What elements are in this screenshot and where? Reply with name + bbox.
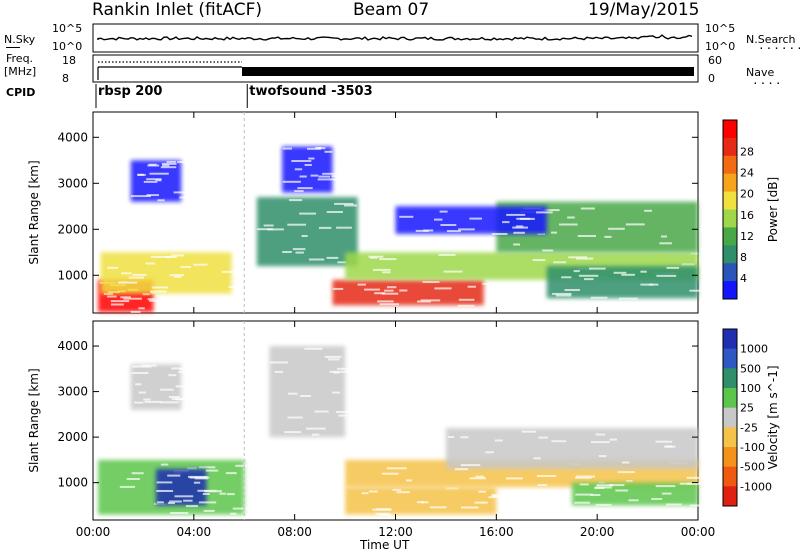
- x-tick-label: 08:00: [277, 525, 312, 539]
- y-tick-label: 3000: [57, 385, 88, 399]
- nsky-legend-line: [6, 47, 20, 48]
- colorbar-swatch: [723, 281, 737, 300]
- colorbar-title: Power [dB]: [766, 177, 780, 242]
- colorbar-tick-label: 28: [740, 146, 754, 159]
- beam-label: Beam 07: [353, 0, 430, 20]
- colorbar-swatch: [723, 263, 737, 282]
- colorbar-swatch: [723, 427, 737, 448]
- colorbar-tick-label: -100: [740, 441, 765, 454]
- colorbar-tick-label: -500: [740, 461, 765, 474]
- x-tick-label: 16:00: [479, 525, 514, 539]
- nsearch-tick-top: 10^5: [705, 22, 735, 35]
- colorbar-tick-label: 1000: [740, 343, 768, 356]
- y-axis-title: Slant Range [km]: [27, 160, 41, 264]
- colorbar-swatch: [723, 155, 737, 175]
- y-tick-label: 3000: [57, 176, 88, 190]
- power-region: [546, 266, 698, 299]
- power-panel: 1000 2000 3000 4000 Slant Range [km]: [27, 111, 709, 314]
- colorbar-swatch: [723, 245, 737, 264]
- colorbar-swatch: [723, 388, 737, 409]
- nave-tick-top: 60: [708, 54, 722, 67]
- velocity-region: [156, 468, 207, 506]
- colorbar-swatch: [723, 120, 737, 139]
- nave-legend-dots: ····: [752, 77, 783, 90]
- colorbar-tick-label: 4: [740, 272, 747, 285]
- velocity-region: [345, 487, 497, 515]
- date-label: 19/May/2015: [588, 0, 700, 20]
- nsky-trace: [97, 34, 693, 41]
- colorbar-title: Velocity [m s^-1]: [766, 365, 780, 469]
- power-region: [256, 197, 358, 267]
- colorbar-swatch: [723, 466, 737, 487]
- y-axis-title: Slant Range [km]: [27, 368, 41, 472]
- colorbar-tick-label: 25: [740, 402, 754, 415]
- colorbar-swatch: [723, 173, 737, 193]
- y-tick-label: 4000: [57, 130, 88, 144]
- nave-label: Nave: [746, 66, 775, 79]
- nsky-tick-bottom: 10^0: [52, 40, 82, 53]
- velocity-region: [269, 346, 346, 438]
- nsky-tick-top: 10^5: [52, 22, 82, 35]
- velocity-region: [445, 428, 698, 469]
- colorbar-tick-label: 16: [740, 209, 754, 222]
- colorbar-swatch: [723, 407, 737, 428]
- colorbar-tick-label: 100: [740, 382, 761, 395]
- y-tick-label: 4000: [57, 339, 88, 353]
- cpid-label: CPID: [6, 86, 36, 99]
- freq-strip: 18 8 60 0: [62, 54, 722, 85]
- x-tick-label: 20:00: [580, 525, 615, 539]
- x-tick-label: 12:00: [378, 525, 413, 539]
- nsearch-legend-dots: ········: [758, 42, 800, 55]
- nave-tick-bottom: 0: [708, 72, 715, 85]
- cpid-strip: rbsp 200 twofsound -3503: [95, 84, 373, 108]
- colorbar-swatch: [723, 447, 737, 468]
- colorbar-swatch: [723, 191, 737, 210]
- colorbar-swatch: [723, 209, 737, 228]
- y-tick-label: 1000: [57, 476, 88, 490]
- x-tick-label: 00:00: [681, 525, 716, 539]
- y-tick-label: 1000: [57, 268, 88, 282]
- colorbar-tick-label: -1000: [740, 480, 772, 493]
- cpid-segment-label: rbsp 200: [98, 84, 162, 99]
- cpid-segment-label: twofsound -3503: [249, 84, 372, 99]
- nsearch-tick-bottom: 10^0: [705, 40, 735, 53]
- y-tick-label: 2000: [57, 222, 88, 236]
- colorbar-tick-label: 24: [740, 167, 754, 180]
- colorbar-swatch: [723, 329, 737, 350]
- colorbar-swatch: [723, 368, 737, 389]
- freq-unit: [MHz]: [4, 65, 37, 78]
- freq-tick-top: 18: [62, 54, 76, 67]
- power-region: [332, 279, 484, 306]
- x-axis: 00:00 04:00 08:00 12:00 16:00 20:00 00:00: [76, 525, 716, 539]
- y-tick-label: 2000: [57, 430, 88, 444]
- nave-band: [242, 67, 694, 76]
- colorbar-tick-label: 500: [740, 362, 761, 375]
- colorbar-tick-label: 20: [740, 188, 754, 201]
- power-colorbar: 4 8 12 16 20 24 28 Power [dB]: [722, 119, 780, 300]
- colorbar-swatch: [723, 348, 737, 369]
- colorbar-tick-label: 12: [740, 230, 754, 243]
- freq-title: Freq.: [6, 52, 34, 65]
- colorbar-swatch: [723, 227, 737, 246]
- nsky-strip: 10^5 10^0 10^5 10^0: [52, 22, 735, 53]
- velocity-colorbar: 1000 500 100 25 -25 -100 -500 -1000 Velocity [m …: [722, 328, 780, 507]
- colorbar-swatch: [723, 486, 737, 507]
- x-tick-label: 04:00: [177, 525, 212, 539]
- nsky-label: N.Sky: [4, 33, 36, 46]
- freq-tick-bottom: 8: [62, 72, 69, 85]
- nsearch-label: N.Search: [746, 33, 796, 46]
- x-tick-label: 00:00: [76, 525, 111, 539]
- x-axis-title: Time UT: [360, 538, 410, 552]
- colorbar-tick-label: 8: [740, 251, 747, 264]
- colorbar-tick-label: -25: [740, 421, 758, 434]
- colorbar-swatch: [723, 137, 737, 157]
- velocity-panel: 1000 2000 3000 4000 Slant Range [km]: [27, 320, 710, 521]
- power-region: [282, 146, 333, 193]
- station-title: Rankin Inlet (fitACF): [92, 0, 263, 20]
